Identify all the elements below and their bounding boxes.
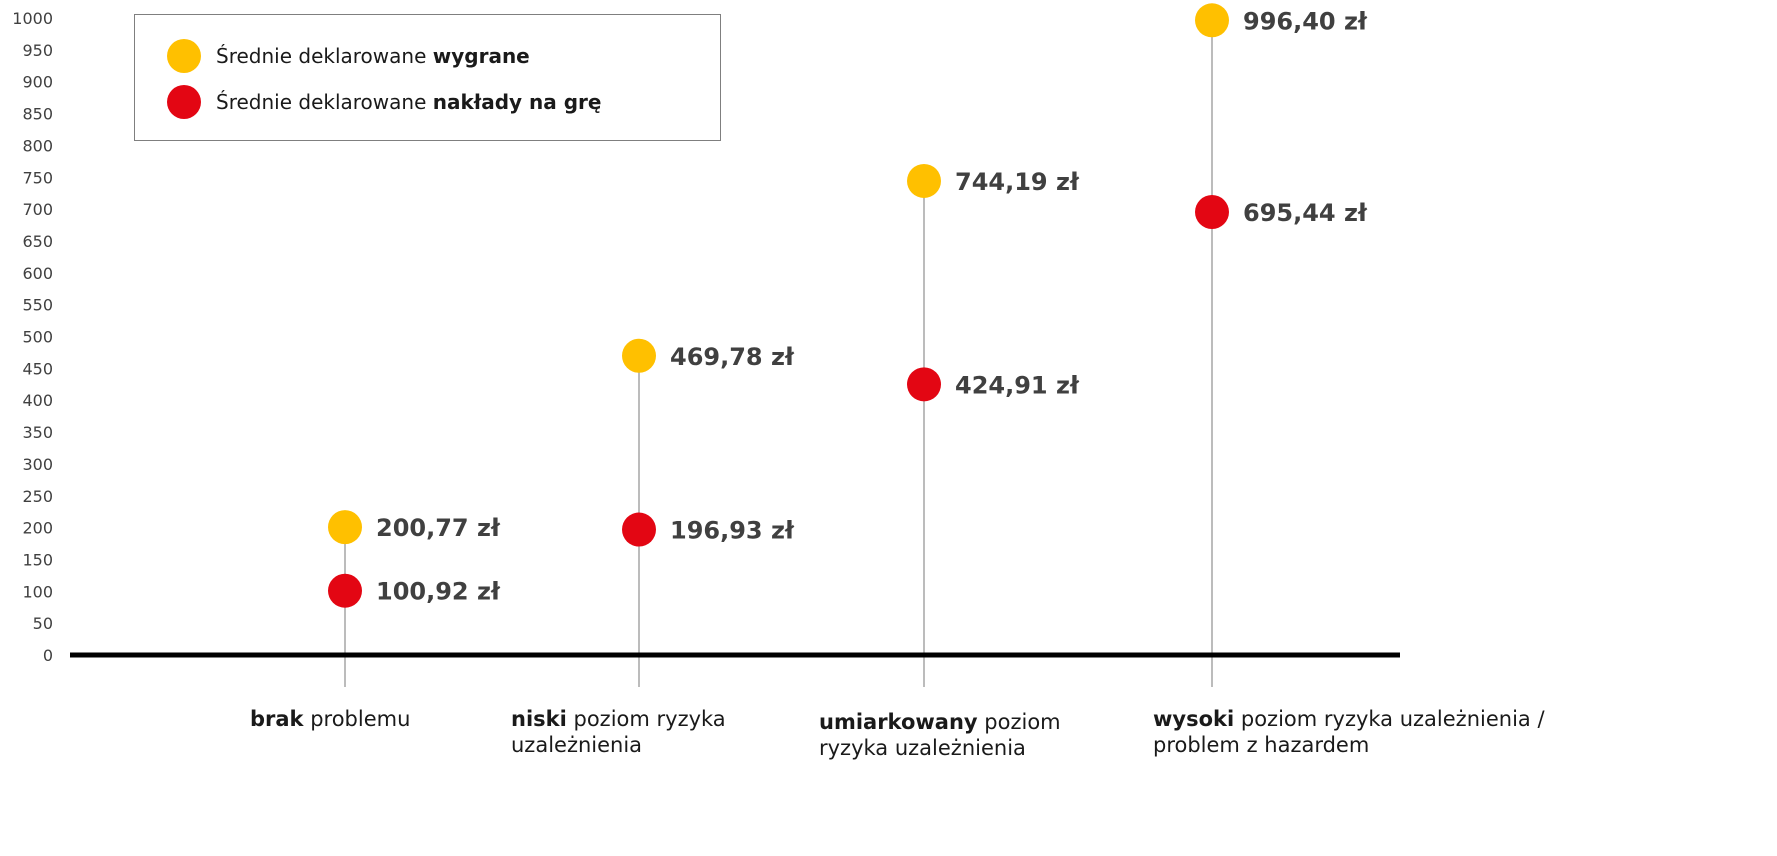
y-tick-label: 450	[22, 359, 53, 378]
spending-point	[622, 512, 656, 547]
y-tick-label: 650	[22, 232, 53, 251]
spending-value-label: 196,93 zł	[670, 517, 795, 545]
legend: Średnie deklarowane wygrane Średnie dekl…	[134, 14, 721, 141]
y-tick-label: 700	[22, 200, 53, 219]
y-tick-label: 350	[22, 423, 53, 442]
y-tick-label: 950	[22, 41, 53, 60]
y-tick-label: 100	[22, 582, 53, 601]
legend-marker-winnings	[167, 39, 201, 73]
category-label: niski poziom ryzyka uzależnienia	[511, 707, 726, 757]
data-points: 200,77 zł 469,78 zł 744,19 zł 996,40 zł 100,…	[328, 3, 1368, 608]
legend-item-winnings: Średnie deklarowane wygrane	[167, 39, 530, 73]
y-axis-ticks: 0 50 100 150 200 250 300 350 400 450 500 550 600 650 7…	[12, 9, 53, 665]
legend-item-spending: Średnie deklarowane nakłady na grę	[167, 85, 601, 119]
category-label: wysoki poziom ryzyka uzależnienia / prob…	[1153, 707, 1545, 757]
spending-value-label: 100,92 zł	[376, 578, 501, 606]
y-tick-label: 600	[22, 264, 53, 283]
winnings-value-label: 996,40 zł	[1243, 7, 1368, 35]
winnings-value-label: 744,19 zł	[955, 168, 1080, 196]
y-tick-label: 400	[22, 391, 53, 410]
spending-value-label: 695,44 zł	[1243, 199, 1368, 227]
spending-point	[328, 573, 362, 608]
legend-label-winnings: Średnie deklarowane wygrane	[216, 44, 530, 68]
winnings-value-label: 200,77 zł	[376, 514, 501, 542]
y-tick-label: 500	[22, 328, 53, 347]
winnings-point	[1195, 3, 1229, 38]
spending-point	[1195, 195, 1229, 230]
spending-point	[907, 367, 941, 402]
y-tick-label: 300	[22, 455, 53, 474]
y-tick-label: 850	[22, 105, 53, 124]
y-tick-label: 800	[22, 136, 53, 155]
stems	[344, 20, 1213, 687]
y-tick-label: 750	[22, 168, 53, 187]
category-label: umiarkowany poziom ryzyka uzależnienia	[819, 710, 1061, 760]
legend-marker-spending	[167, 85, 201, 119]
y-tick-label: 900	[22, 73, 53, 92]
y-tick-label: 550	[22, 296, 53, 315]
category-label: brak problemu	[250, 707, 411, 731]
y-tick-label: 150	[22, 550, 53, 569]
winnings-value-label: 469,78 zł	[670, 343, 795, 371]
y-tick-label: 1000	[12, 9, 53, 28]
winnings-point	[622, 338, 656, 373]
winnings-point	[328, 510, 362, 545]
y-tick-label: 0	[43, 646, 53, 665]
y-tick-label: 250	[22, 487, 53, 506]
y-tick-label: 50	[33, 614, 53, 633]
legend-label-spending: Średnie deklarowane nakłady na grę	[216, 90, 602, 114]
y-tick-label: 200	[22, 519, 53, 538]
spending-value-label: 424,91 zł	[955, 371, 1080, 399]
winnings-point	[907, 163, 941, 198]
